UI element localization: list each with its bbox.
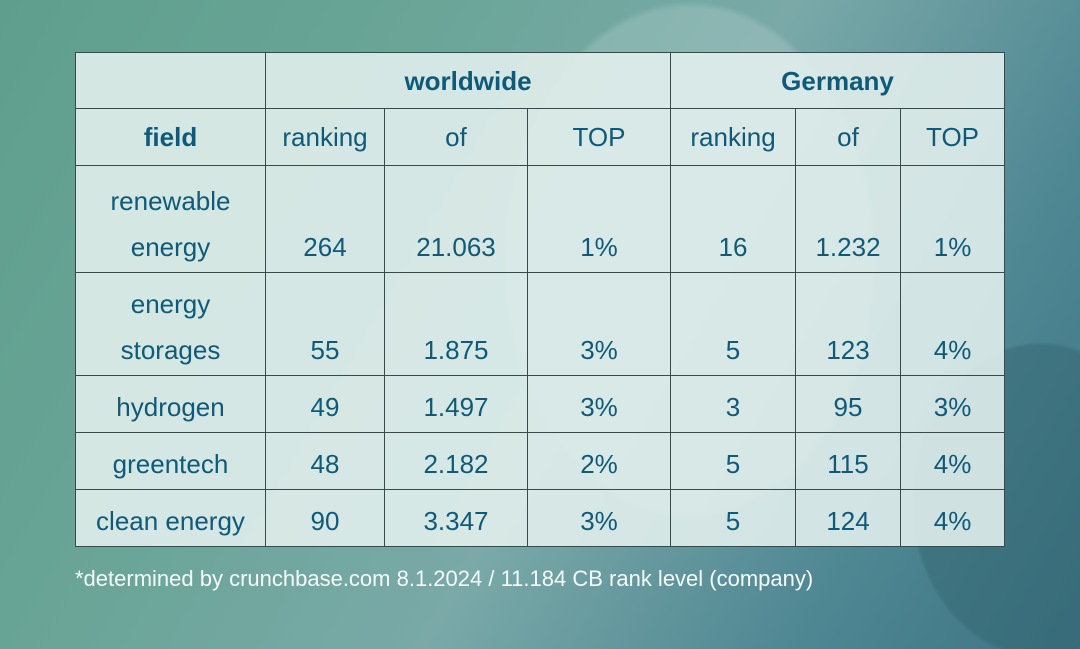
g-rank-cell: 5 bbox=[670, 432, 797, 490]
g-top-cell: 3% bbox=[900, 375, 1006, 433]
w-rank-cell: 55 bbox=[265, 272, 385, 376]
ranking-header: ranking bbox=[265, 108, 385, 166]
field-cell: hydrogen bbox=[75, 375, 266, 433]
w-of-cell: 1.875 bbox=[384, 272, 528, 376]
g-of-cell: 124 bbox=[795, 489, 902, 547]
w-rank-cell: 48 bbox=[265, 432, 385, 490]
table-row: hydrogen 49 1.497 3% 3 95 3% bbox=[75, 375, 1006, 433]
g-rank-cell: 3 bbox=[670, 375, 797, 433]
w-of-cell: 1.497 bbox=[384, 375, 528, 433]
table-row: energy storages 55 1.875 3% 5 123 4% bbox=[75, 272, 1006, 376]
w-rank-cell: 90 bbox=[265, 489, 385, 547]
group-header-row: worldwide Germany bbox=[75, 52, 1006, 109]
w-of-cell: 21.063 bbox=[384, 165, 528, 273]
w-rank-cell: 49 bbox=[265, 375, 385, 433]
table-row: clean energy 90 3.347 3% 5 124 4% bbox=[75, 489, 1006, 547]
empty-header-cell bbox=[75, 52, 266, 109]
field-label: energy bbox=[130, 232, 211, 262]
g-of-cell: 123 bbox=[795, 272, 902, 376]
w-top-cell: 3% bbox=[526, 489, 672, 547]
footnote: *determined by crunchbase.com 8.1.2024 /… bbox=[75, 566, 814, 591]
g-rank-cell: 5 bbox=[670, 272, 797, 376]
g-rank-cell: 5 bbox=[670, 489, 797, 547]
table-row: greentech 48 2.182 2% 5 115 4% bbox=[75, 432, 1006, 490]
top-header: TOP bbox=[900, 108, 1006, 166]
worldwide-header: worldwide bbox=[264, 52, 672, 109]
g-of-cell: 95 bbox=[795, 375, 902, 433]
field-cell: clean energy bbox=[75, 489, 266, 547]
w-top-cell: 1% bbox=[526, 165, 672, 273]
field-label: storages bbox=[120, 335, 221, 365]
of-header: of bbox=[795, 108, 902, 166]
table-row: renewable energy 264 21.063 1% 16 1.232 1% bbox=[75, 165, 1006, 273]
field-label: greentech bbox=[112, 449, 229, 479]
g-of-cell: 1.232 bbox=[795, 165, 902, 273]
field-cell: energy storages bbox=[75, 272, 266, 376]
w-of-cell: 2.182 bbox=[384, 432, 528, 490]
g-top-cell: 4% bbox=[900, 489, 1006, 547]
g-top-cell: 4% bbox=[900, 272, 1006, 376]
column-header-row: field ranking of TOP ranking of TOP bbox=[75, 108, 1006, 166]
field-label: renewable bbox=[110, 186, 231, 216]
field-cell: renewable energy bbox=[75, 165, 266, 273]
field-cell: greentech bbox=[75, 432, 266, 490]
field-header: field bbox=[75, 108, 266, 166]
g-top-cell: 4% bbox=[900, 432, 1006, 490]
field-label: hydrogen bbox=[116, 392, 225, 422]
w-top-cell: 3% bbox=[526, 272, 672, 376]
w-top-cell: 2% bbox=[526, 432, 672, 490]
w-of-cell: 3.347 bbox=[384, 489, 528, 547]
top-header: TOP bbox=[526, 108, 672, 166]
g-top-cell: 1% bbox=[900, 165, 1006, 273]
w-top-cell: 3% bbox=[526, 375, 672, 433]
g-rank-cell: 16 bbox=[670, 165, 797, 273]
field-label: energy bbox=[130, 289, 211, 319]
ranking-header: ranking bbox=[670, 108, 797, 166]
g-of-cell: 115 bbox=[795, 432, 902, 490]
w-rank-cell: 264 bbox=[265, 165, 385, 273]
ranking-table: worldwide Germany field ranking of TOP r… bbox=[75, 52, 1006, 547]
field-label: clean energy bbox=[96, 506, 245, 536]
germany-header: Germany bbox=[670, 52, 1006, 109]
of-header: of bbox=[384, 108, 528, 166]
